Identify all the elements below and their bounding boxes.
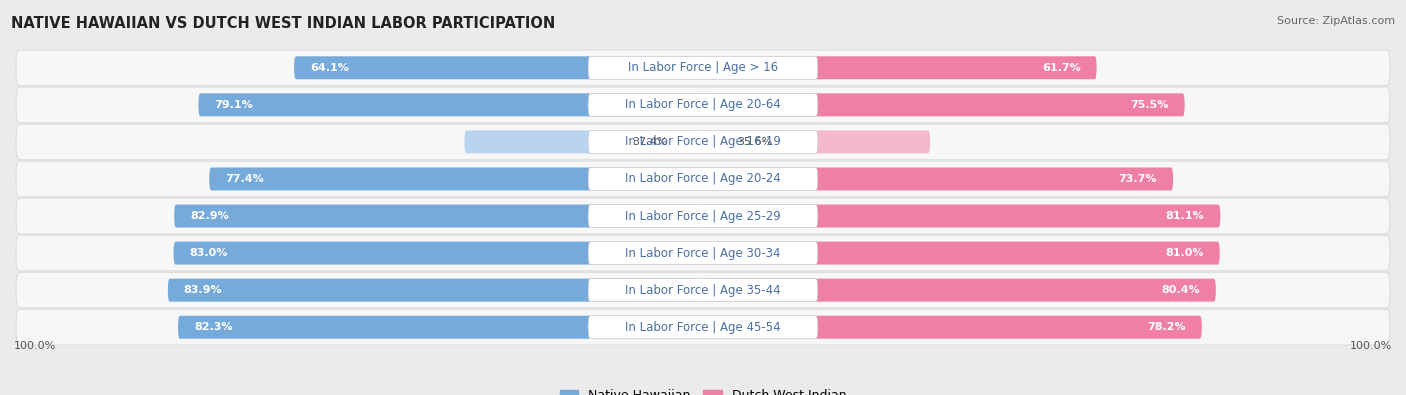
Text: 82.9%: 82.9% xyxy=(190,211,229,221)
FancyBboxPatch shape xyxy=(703,316,1202,339)
FancyBboxPatch shape xyxy=(588,278,818,302)
FancyBboxPatch shape xyxy=(588,93,818,117)
Text: 37.4%: 37.4% xyxy=(631,137,668,147)
FancyBboxPatch shape xyxy=(703,242,1219,265)
FancyBboxPatch shape xyxy=(588,205,818,228)
FancyBboxPatch shape xyxy=(174,205,703,228)
FancyBboxPatch shape xyxy=(15,50,1391,86)
Text: 83.9%: 83.9% xyxy=(184,285,222,295)
FancyBboxPatch shape xyxy=(15,87,1391,122)
FancyBboxPatch shape xyxy=(703,205,1220,228)
FancyBboxPatch shape xyxy=(703,278,1216,302)
Text: In Labor Force | Age 45-54: In Labor Force | Age 45-54 xyxy=(626,321,780,334)
Text: 81.0%: 81.0% xyxy=(1166,248,1204,258)
Text: 64.1%: 64.1% xyxy=(311,63,349,73)
FancyBboxPatch shape xyxy=(15,273,1391,308)
Text: 75.5%: 75.5% xyxy=(1130,100,1168,110)
FancyBboxPatch shape xyxy=(703,93,1185,117)
Text: 61.7%: 61.7% xyxy=(1042,63,1081,73)
FancyBboxPatch shape xyxy=(703,56,1097,79)
FancyBboxPatch shape xyxy=(15,235,1391,271)
FancyBboxPatch shape xyxy=(588,167,818,190)
FancyBboxPatch shape xyxy=(294,56,703,79)
Text: In Labor Force | Age 16-19: In Labor Force | Age 16-19 xyxy=(626,135,780,149)
Text: 79.1%: 79.1% xyxy=(214,100,253,110)
FancyBboxPatch shape xyxy=(15,161,1391,197)
FancyBboxPatch shape xyxy=(703,167,1173,190)
Text: In Labor Force | Age 30-34: In Labor Force | Age 30-34 xyxy=(626,246,780,260)
Text: 77.4%: 77.4% xyxy=(225,174,264,184)
Text: 73.7%: 73.7% xyxy=(1119,174,1157,184)
FancyBboxPatch shape xyxy=(703,130,931,153)
Text: In Labor Force | Age 20-64: In Labor Force | Age 20-64 xyxy=(626,98,780,111)
Text: Source: ZipAtlas.com: Source: ZipAtlas.com xyxy=(1277,16,1395,26)
Text: In Labor Force | Age 25-29: In Labor Force | Age 25-29 xyxy=(626,209,780,222)
Text: In Labor Force | Age 35-44: In Labor Force | Age 35-44 xyxy=(626,284,780,297)
FancyBboxPatch shape xyxy=(173,242,703,265)
FancyBboxPatch shape xyxy=(15,198,1391,234)
FancyBboxPatch shape xyxy=(15,309,1391,345)
FancyBboxPatch shape xyxy=(588,56,818,79)
Text: In Labor Force | Age 20-24: In Labor Force | Age 20-24 xyxy=(626,173,780,186)
Text: 100.0%: 100.0% xyxy=(1350,342,1392,352)
Text: 83.0%: 83.0% xyxy=(190,248,228,258)
Text: 35.6%: 35.6% xyxy=(737,137,772,147)
FancyBboxPatch shape xyxy=(209,167,703,190)
FancyBboxPatch shape xyxy=(179,316,703,339)
FancyBboxPatch shape xyxy=(588,242,818,265)
FancyBboxPatch shape xyxy=(588,316,818,339)
Legend: Native Hawaiian, Dutch West Indian: Native Hawaiian, Dutch West Indian xyxy=(554,384,852,395)
Text: 78.2%: 78.2% xyxy=(1147,322,1185,332)
FancyBboxPatch shape xyxy=(167,278,703,302)
Text: In Labor Force | Age > 16: In Labor Force | Age > 16 xyxy=(628,61,778,74)
FancyBboxPatch shape xyxy=(15,124,1391,160)
FancyBboxPatch shape xyxy=(588,130,818,153)
FancyBboxPatch shape xyxy=(464,130,703,153)
Text: 80.4%: 80.4% xyxy=(1161,285,1199,295)
Text: 81.1%: 81.1% xyxy=(1166,211,1205,221)
Text: 82.3%: 82.3% xyxy=(194,322,232,332)
FancyBboxPatch shape xyxy=(198,93,703,117)
Text: NATIVE HAWAIIAN VS DUTCH WEST INDIAN LABOR PARTICIPATION: NATIVE HAWAIIAN VS DUTCH WEST INDIAN LAB… xyxy=(11,16,555,31)
Text: 100.0%: 100.0% xyxy=(14,342,56,352)
